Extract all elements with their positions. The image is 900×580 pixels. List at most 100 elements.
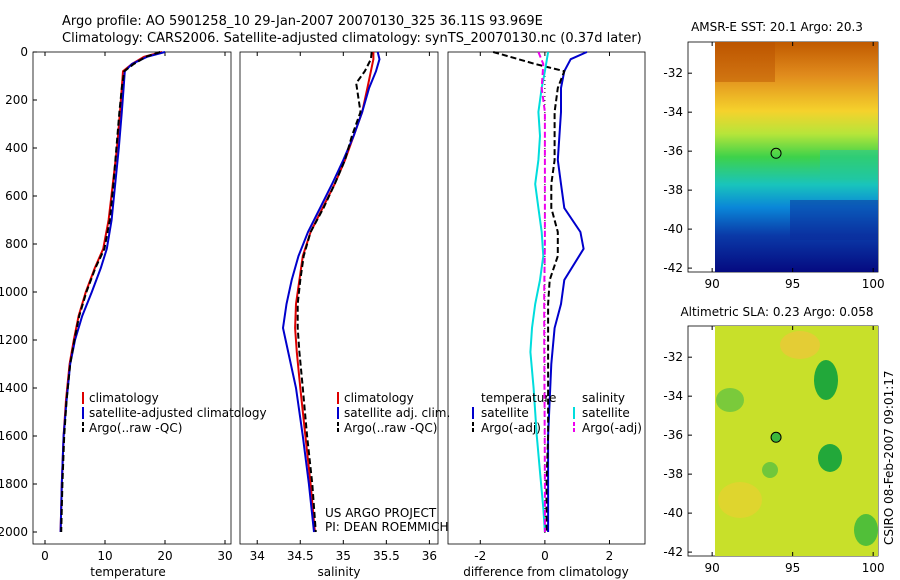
x-tick-label: 35	[336, 549, 351, 563]
x-tick-label: 35.5	[373, 549, 400, 563]
sla-low-patch	[762, 462, 778, 478]
y-tick-label: -36	[663, 428, 683, 442]
y-tick-label: 1400	[0, 381, 28, 395]
temperature-legend: climatology satellite-adjusted climatolo…	[82, 391, 267, 435]
difference-axes-box	[447, 51, 646, 545]
sst-deep-patch	[790, 200, 878, 240]
legend-label-temp-satellite: satellite	[481, 406, 529, 420]
y-tick-label: -32	[663, 66, 683, 80]
salinity-series	[281, 51, 381, 533]
series-salinity-satellite	[529, 51, 550, 533]
series-salinity-argo-adj-	[537, 51, 546, 532]
legend-title-salinity: salinity	[582, 391, 625, 405]
sla-low-patch	[814, 360, 838, 400]
y-tick-label: -42	[663, 545, 683, 559]
series-climatology	[59, 51, 163, 533]
x-tick-label: 100	[862, 277, 885, 291]
sla-high-patch	[718, 482, 762, 518]
y-tick-label: -40	[663, 506, 683, 520]
y-tick-label: 800	[5, 237, 28, 251]
y-tick-label: 0	[20, 45, 28, 59]
series-temperature-satellite	[547, 51, 588, 532]
x-tick-label: 34	[250, 549, 265, 563]
series-satellite-adjusted-climatology	[59, 51, 166, 533]
legend-label-climatology: climatology	[344, 391, 414, 405]
difference-xlabel: difference from climatology	[463, 565, 629, 579]
y-tick-label: -32	[663, 350, 683, 364]
sst-warm-patch	[715, 42, 775, 82]
x-tick-label: 10	[97, 549, 112, 563]
series-argo-raw-qc-	[60, 51, 161, 533]
sla-map-title: Altimetric SLA: 0.23 Argo: 0.058	[680, 305, 873, 319]
sla-argo-marker	[770, 431, 782, 443]
sst-map-title: AMSR-E SST: 20.1 Argo: 20.3	[691, 20, 863, 34]
y-tick-label: 200	[5, 93, 28, 107]
salinity-axes-box	[239, 51, 439, 545]
y-tick-label: 600	[5, 189, 28, 203]
x-tick-label: 2	[606, 549, 614, 563]
title-line-2: Climatology: CARS2006. Satellite-adjuste…	[62, 31, 642, 46]
x-tick-label: 90	[705, 561, 720, 575]
difference-panel: -2 0 2 difference from climatology tempera…	[447, 51, 646, 579]
x-tick-label: 36	[422, 549, 437, 563]
salinity-legend: climatology satellite adj. clim. Argo(..…	[337, 391, 450, 435]
y-tick-label: -38	[663, 467, 683, 481]
y-tick-label: -40	[663, 222, 683, 236]
project-annotation: US ARGO PROJECT	[325, 506, 437, 520]
y-tick-label: 2000	[0, 525, 28, 539]
sst-argo-marker	[770, 147, 782, 159]
legend-label-sal-satellite: satellite	[582, 406, 630, 420]
x-tick-label: 90	[705, 277, 720, 291]
legend-label-argo: Argo(..raw -QC)	[344, 421, 437, 435]
footer-credit: CSIRO 08-Feb-2007 09:01:17	[882, 370, 896, 545]
sla-field	[715, 326, 878, 556]
y-tick-label: -38	[663, 183, 683, 197]
y-tick-label: 1800	[0, 477, 28, 491]
x-tick-label: 0	[541, 549, 549, 563]
x-tick-label: 20	[157, 549, 172, 563]
salinity-panel: 34 34.5 35 35.5 36 salinity climatology sate…	[239, 51, 450, 579]
sla-low-patch	[716, 388, 744, 412]
x-tick-label: 30	[217, 549, 232, 563]
difference-legend: temperature satellite Argo(-adj) salinit…	[472, 391, 642, 435]
y-tick-label: -42	[663, 261, 683, 275]
y-tick-label: 1600	[0, 429, 28, 443]
x-tick-label: 95	[785, 561, 800, 575]
sla-map-panel: Altimetric SLA: 0.23 Argo: 0.058 90 95 100…	[663, 305, 884, 575]
sla-ticks: 90 95 100 -32 -34 -36 -38 -40 -42	[663, 326, 885, 575]
y-tick-label: -36	[663, 144, 683, 158]
temperature-panel: 0 10 20 30 0 200 400 600 800 1000 1200 1400 1600 1800…	[0, 45, 267, 579]
y-tick-label: 1000	[0, 285, 28, 299]
series-satellite-adj-clim-	[281, 51, 381, 533]
sla-low-patch	[818, 444, 842, 472]
legend-title-temperature: temperature	[481, 391, 556, 405]
legend-label-temp-argo: Argo(-adj)	[481, 421, 541, 435]
y-tick-label: -34	[663, 105, 683, 119]
sst-map-panel: AMSR-E SST: 20.1 Argo: 20.3 90 95 100 -32 -3…	[663, 20, 884, 291]
y-tick-label: 1200	[0, 333, 28, 347]
legend-label-satellite: satellite adj. clim.	[344, 406, 450, 420]
series-argo-raw-qc-	[296, 51, 373, 533]
legend-label-sal-argo: Argo(-adj)	[582, 421, 642, 435]
sst-ticks: 90 95 100 -32 -34 -36 -38 -40 -42	[663, 42, 885, 291]
title-line-1: Argo profile: AO 5901258_10 29-Jan-2007 …	[62, 14, 543, 29]
y-tick-label: -34	[663, 389, 683, 403]
x-tick-label: 95	[785, 277, 800, 291]
y-tick-label: 400	[5, 141, 28, 155]
legend-label-climatology: climatology	[89, 391, 159, 405]
temperature-xlabel: temperature	[90, 565, 165, 579]
legend-label-argo: Argo(..raw -QC)	[89, 421, 182, 435]
sla-high-patch	[780, 331, 820, 359]
sst-cool-patch	[820, 150, 878, 180]
x-tick-label: 100	[862, 561, 885, 575]
series-temperature-argo-adj-	[492, 51, 566, 532]
pi-annotation: PI: DEAN ROEMMICH	[325, 520, 448, 534]
sla-low-patch	[854, 514, 878, 546]
x-tick-label: 34.5	[287, 549, 314, 563]
salinity-ticks: 34 34.5 35 35.5 36	[250, 52, 437, 563]
temperature-series	[59, 51, 166, 533]
x-tick-label: -2	[474, 549, 486, 563]
difference-series	[492, 51, 588, 533]
x-tick-label: 0	[41, 549, 49, 563]
